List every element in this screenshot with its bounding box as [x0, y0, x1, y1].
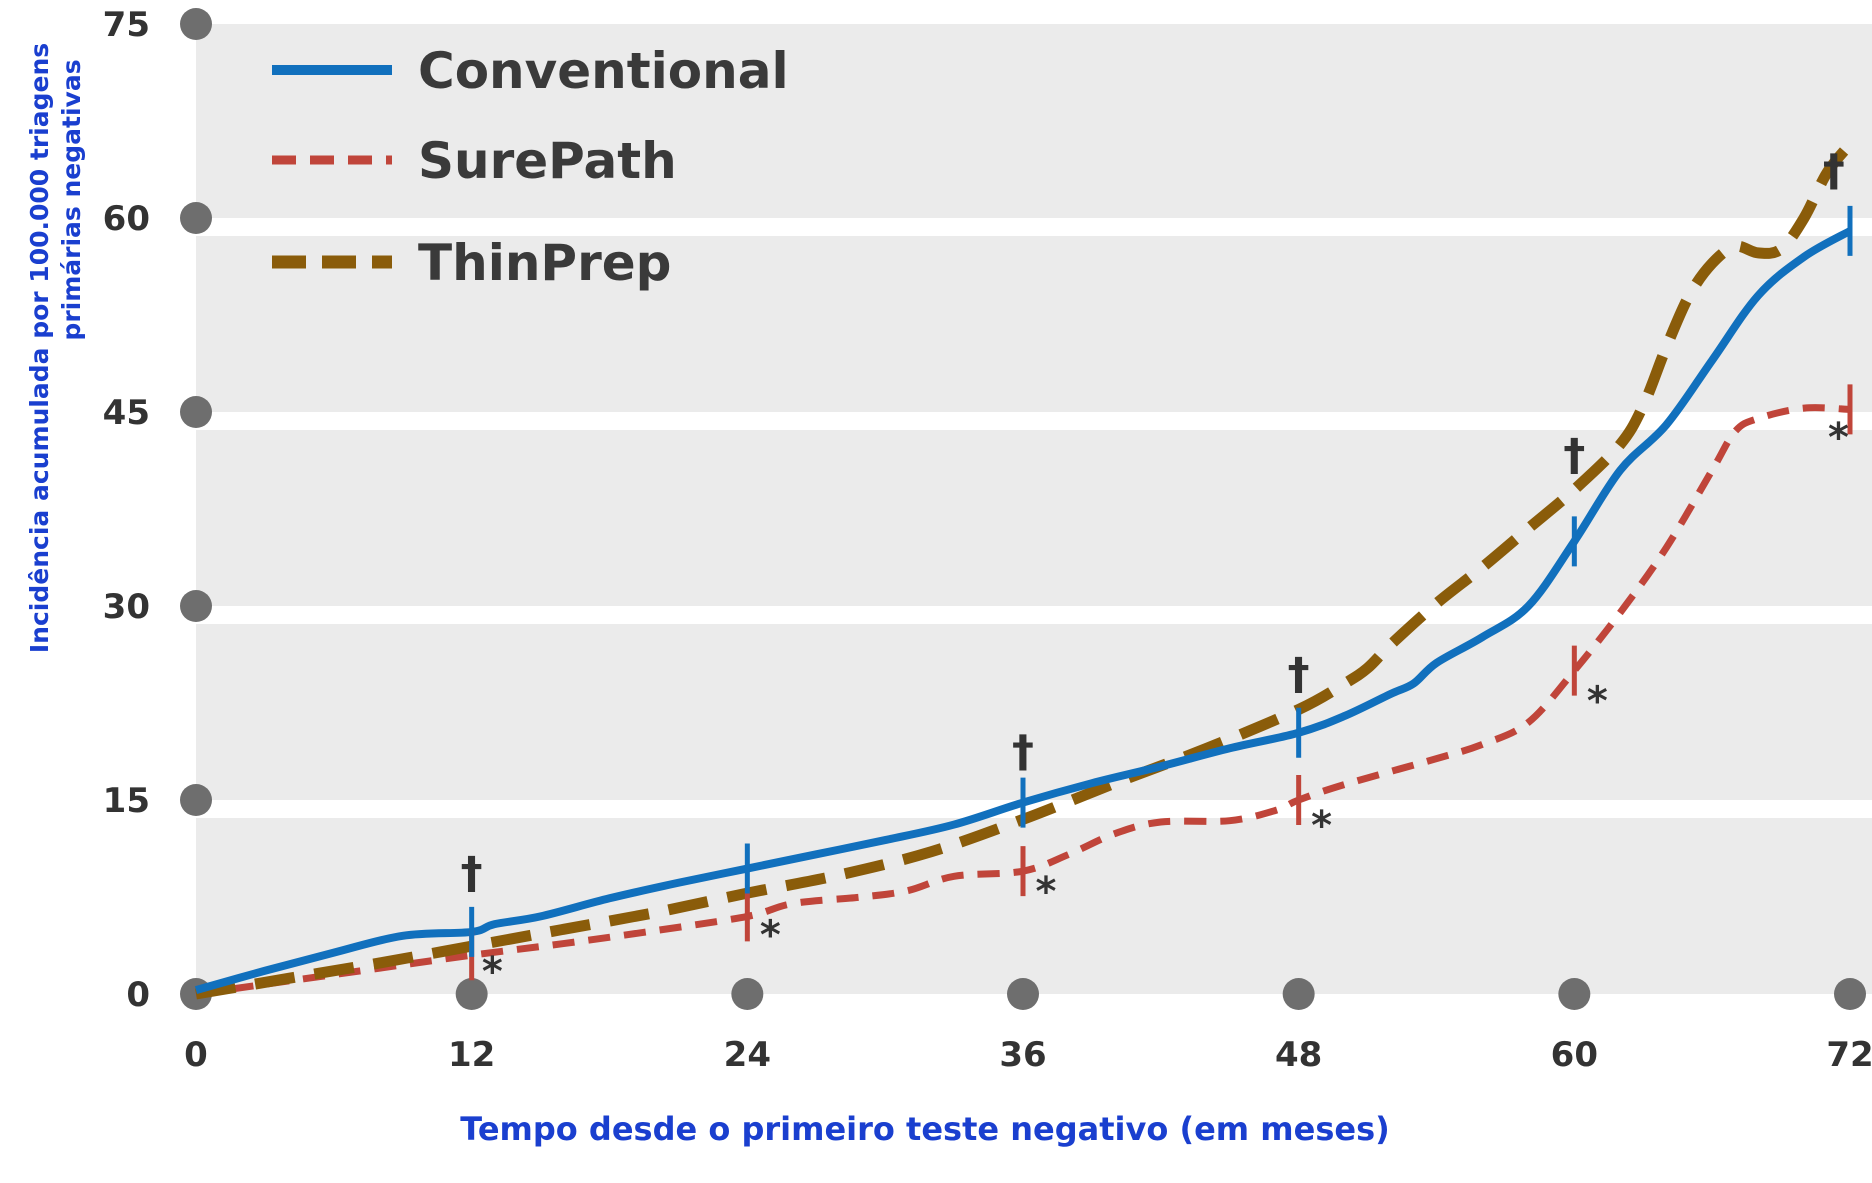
y-tick-dot — [180, 8, 212, 40]
y-tick-dot — [180, 590, 212, 622]
asterisk-annotation: * — [1311, 803, 1332, 849]
x-tick-dot — [1282, 978, 1315, 1010]
x-tick-label: 48 — [1275, 1035, 1322, 1075]
x-tick-dot — [455, 978, 488, 1010]
series-line-surepath — [195, 404, 1851, 998]
legend-label-thinprep: ThinPrep — [418, 234, 671, 292]
y-axis-title-line2: primárias negativas — [57, 59, 86, 340]
x-tick-dot — [1007, 978, 1039, 1010]
dagger-annotation: † — [1563, 430, 1585, 481]
x-tick-label: 60 — [1551, 1035, 1598, 1075]
y-axis-title-line1: Incidência acumulada por 100.000 triagen… — [25, 43, 54, 653]
dagger-annotation: † — [1823, 146, 1845, 197]
grid-band — [196, 236, 1872, 412]
grid-band — [196, 430, 1872, 606]
x-tick-label: 0 — [184, 1035, 208, 1075]
dagger-annotation: † — [1012, 726, 1034, 777]
series-markers — [469, 205, 1853, 981]
y-tick-label: 75 — [103, 5, 150, 45]
y-tick-label: 15 — [103, 781, 150, 821]
series-line-thinprep — [195, 140, 1855, 1000]
significance-annotations: † † † † † * * * * * * — [461, 146, 1849, 995]
series-line-conventional — [194, 227, 1852, 994]
x-axis-title: Tempo desde o primeiro teste negativo (e… — [460, 1110, 1389, 1148]
y-tick-dot — [180, 396, 212, 428]
legend: Conventional SurePath ThinPrep — [272, 42, 789, 292]
asterisk-annotation: * — [482, 949, 503, 995]
x-tick-dot — [1558, 978, 1591, 1010]
y-tick-dot — [180, 784, 212, 816]
x-tick-label: 72 — [1826, 1035, 1872, 1075]
legend-label-surepath: SurePath — [418, 132, 677, 190]
asterisk-annotation: * — [1828, 415, 1849, 461]
grid-band — [196, 624, 1872, 800]
y-tick-dot — [180, 202, 212, 234]
dagger-annotation: † — [461, 848, 483, 899]
x-tick-dot — [731, 978, 764, 1010]
y-tick-label: 0 — [126, 975, 150, 1015]
asterisk-annotation: * — [1587, 679, 1608, 725]
y-axis: 0 15 30 45 60 75 — [103, 5, 212, 1015]
asterisk-annotation: * — [760, 913, 781, 959]
x-tick-label: 36 — [999, 1035, 1046, 1075]
x-tick-label: 24 — [724, 1035, 771, 1075]
series-lines — [194, 140, 1855, 1000]
y-tick-label: 45 — [103, 393, 150, 433]
background-bands — [196, 24, 1872, 994]
x-tick-dot — [1834, 978, 1866, 1010]
x-tick-label: 12 — [448, 1035, 495, 1075]
x-axis: 0 12 24 36 48 60 72 — [184, 978, 1872, 1075]
grid-band — [196, 818, 1872, 994]
y-tick-label: 30 — [103, 587, 150, 627]
dagger-annotation: † — [1288, 649, 1310, 700]
legend-label-conventional: Conventional — [418, 42, 789, 100]
grid-band — [196, 24, 1872, 218]
asterisk-annotation: * — [1036, 869, 1057, 915]
y-tick-label: 60 — [103, 199, 150, 239]
